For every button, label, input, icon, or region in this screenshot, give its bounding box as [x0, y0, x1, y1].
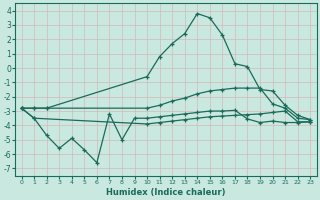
X-axis label: Humidex (Indice chaleur): Humidex (Indice chaleur) [106, 188, 226, 197]
